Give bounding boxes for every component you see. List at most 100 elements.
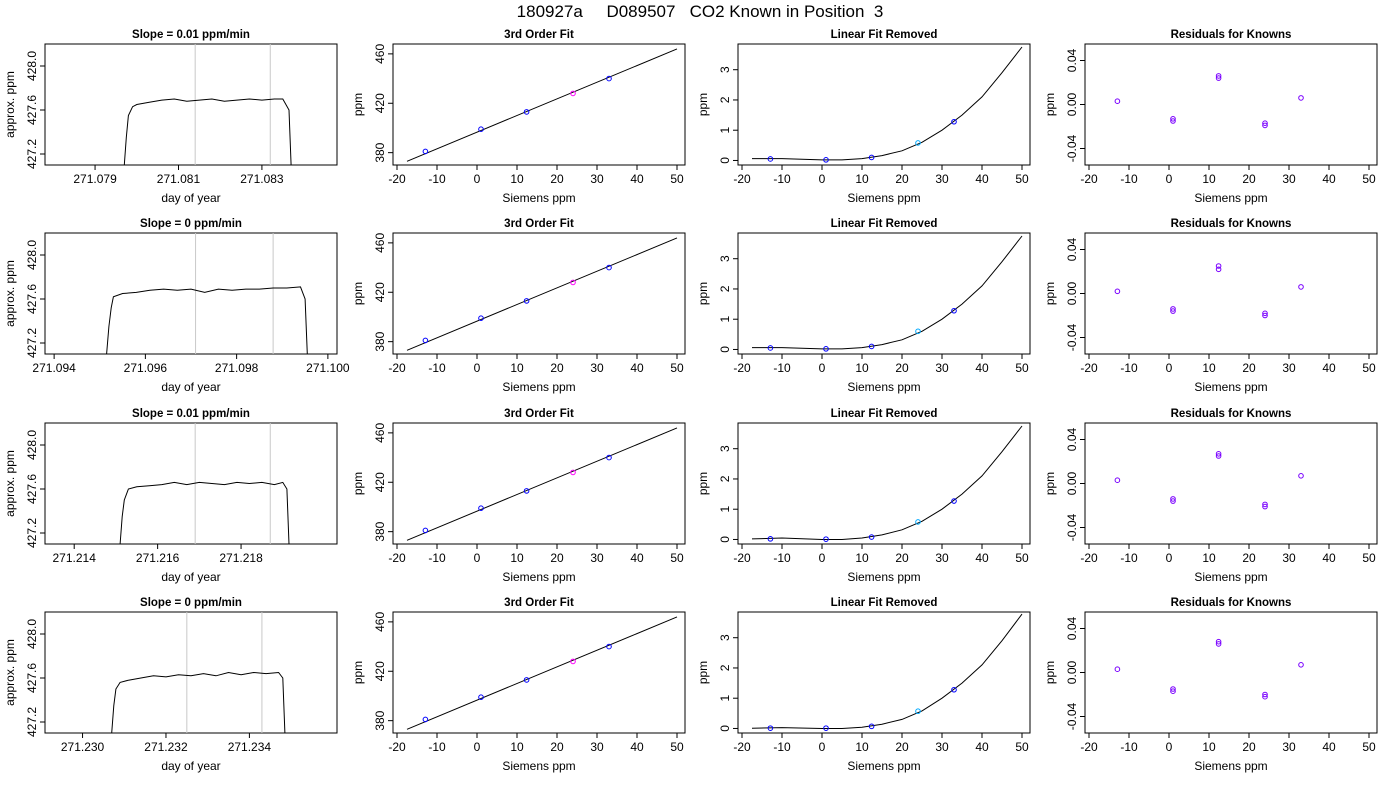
y-axis-label: approx. ppm — [3, 639, 17, 706]
plot-area — [123, 44, 292, 165]
y-tick-label: 3 — [718, 634, 732, 641]
residual-point — [1262, 693, 1268, 700]
x-tick-label: 271.083 — [240, 172, 284, 186]
panel-title: Residuals for Knowns — [1171, 29, 1292, 41]
x-tick-label: -10 — [428, 172, 446, 186]
y-axis-label: approx. ppm — [3, 71, 17, 138]
panel-title: Residuals for Knowns — [1171, 218, 1292, 230]
y-tick-label: 427.6 — [25, 95, 39, 125]
y-tick-label: 427.2 — [25, 518, 39, 548]
panel-linear-removed-2: Linear Fit Removed -20 -10 0 10 20 30 40 50 0 1 2 3 S… — [696, 408, 1031, 584]
x-axis-label: Siemens ppm — [847, 380, 920, 394]
x-tick-label: -10 — [1120, 361, 1138, 375]
panel-linear-removed-0: Linear Fit Removed -20 -10 0 10 20 30 40 50 0 1 2 3 S… — [696, 29, 1031, 205]
plot-area — [1114, 451, 1304, 510]
y-axis-label: ppm — [351, 472, 365, 495]
fit-line — [406, 616, 678, 730]
x-tick-label: -20 — [388, 361, 406, 375]
data-point — [951, 118, 957, 125]
fit-line — [406, 427, 678, 541]
residual-point — [1114, 98, 1121, 104]
y-tick-label: 3 — [718, 255, 732, 262]
panel-title: Slope = 0.01 ppm/min — [132, 408, 250, 420]
x-tick-label: 50 — [1015, 551, 1029, 565]
y-tick-label: 2 — [718, 475, 732, 482]
x-tick-label: -20 — [388, 551, 406, 565]
y-tick-label: 0.00 — [1065, 92, 1079, 116]
x-tick-label: 271.230 — [61, 740, 105, 754]
x-tick-label: 20 — [1242, 361, 1256, 375]
panel-timeseries-2: Slope = 0.01 ppm/min 271.214 271.216 271.21… — [3, 408, 338, 584]
residual-point — [1262, 312, 1268, 319]
panel-title: 3rd Order Fit — [504, 408, 574, 420]
x-tick-label: -10 — [773, 551, 791, 565]
data-point — [767, 725, 774, 731]
y-axis-label: ppm — [696, 282, 710, 305]
x-axis-label: Siemens ppm — [1194, 759, 1267, 773]
y-tick-label: 427.6 — [25, 474, 39, 504]
residual-point — [1114, 477, 1121, 484]
plot-frame — [392, 43, 686, 166]
series-line — [106, 286, 308, 354]
data-point — [915, 519, 921, 525]
y-tick-label: 0.04 — [1065, 427, 1079, 451]
panel-title: Linear Fit Removed — [831, 597, 938, 609]
y-tick-label: 460 — [373, 612, 387, 632]
data-point — [422, 337, 429, 344]
y-tick-label: 2 — [718, 285, 732, 292]
residual-point — [1215, 266, 1222, 273]
plot-area — [1114, 638, 1304, 700]
plot-frame — [737, 611, 1031, 734]
x-tick-label: 0 — [474, 740, 481, 754]
x-axis-label: Siemens ppm — [502, 191, 575, 205]
x-tick-label: 271.234 — [228, 740, 272, 754]
y-tick-label: 0.00 — [1065, 471, 1079, 495]
y-tick-label: -0.04 — [1065, 703, 1079, 731]
x-tick-label: 40 — [1322, 361, 1336, 375]
panel-timeseries-1: Slope = 0 ppm/min 271.094 271.096 271.098 27… — [3, 218, 350, 394]
panel-title: Slope = 0 ppm/min — [140, 218, 242, 230]
panel-title: Linear Fit Removed — [831, 29, 938, 41]
data-point — [868, 343, 875, 350]
fit-curve — [751, 613, 1023, 729]
plot-frame — [44, 43, 338, 166]
x-tick-label: 40 — [975, 172, 989, 186]
residual-point — [1215, 638, 1222, 645]
x-tick-label: 50 — [1362, 172, 1376, 186]
y-axis-label: ppm — [1043, 472, 1057, 495]
plot-frame — [1084, 611, 1378, 734]
x-tick-label: -10 — [1120, 172, 1138, 186]
y-tick-label: 0 — [718, 725, 732, 732]
x-tick-label: 50 — [1015, 740, 1029, 754]
x-tick-label: 40 — [975, 361, 989, 375]
plot-frame — [1084, 422, 1378, 545]
x-axis-label: Siemens ppm — [1194, 191, 1267, 205]
x-tick-label: 271.216 — [136, 551, 180, 565]
y-tick-label: 380 — [373, 710, 387, 730]
x-tick-label: 10 — [855, 551, 869, 565]
plot-frame — [737, 43, 1031, 166]
fit-curve — [752, 235, 1023, 350]
y-tick-label: 420 — [373, 472, 387, 492]
x-tick-label: 0 — [1166, 740, 1173, 754]
plot-area — [751, 613, 1023, 731]
data-point — [951, 686, 957, 693]
x-tick-label: 271.094 — [32, 361, 76, 375]
y-tick-label: 380 — [373, 331, 387, 351]
panel-linear-removed-1: Linear Fit Removed -20 -10 0 10 20 30 40 50 0 1 2 3 S… — [696, 218, 1031, 394]
x-tick-label: 20 — [550, 551, 564, 565]
y-axis-label: ppm — [1043, 93, 1057, 116]
x-tick-label: 10 — [510, 551, 524, 565]
y-tick-label: 420 — [373, 93, 387, 113]
y-tick-label: 427.6 — [25, 663, 39, 693]
x-tick-label: -20 — [733, 551, 751, 565]
x-tick-label: 30 — [935, 740, 949, 754]
x-tick-label: 20 — [895, 551, 909, 565]
x-tick-label: 10 — [510, 361, 524, 375]
data-point — [767, 536, 774, 542]
x-tick-label: 0 — [819, 551, 826, 565]
x-tick-label: 20 — [895, 172, 909, 186]
fit-curve — [751, 425, 1023, 540]
x-tick-label: 30 — [935, 172, 949, 186]
x-tick-label: 40 — [630, 551, 644, 565]
